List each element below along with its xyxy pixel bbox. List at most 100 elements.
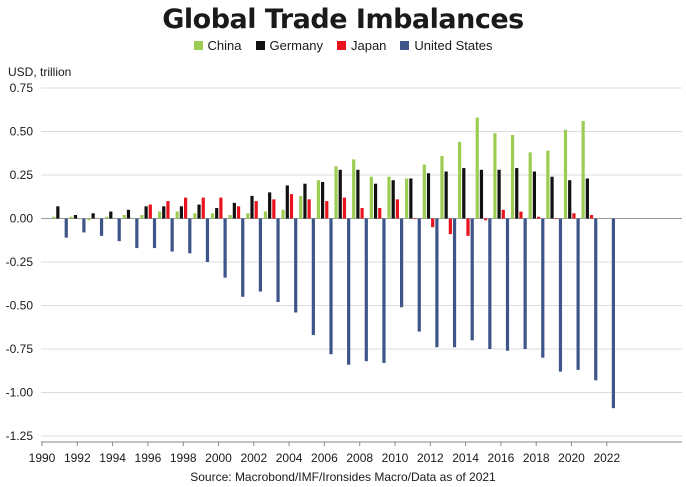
chart-title: Global Trade Imbalances [162, 4, 524, 35]
bar-japan-2016 [501, 209, 505, 219]
bar-japan-1996 [148, 204, 152, 219]
bar-japan-2004 [289, 194, 294, 219]
bar-japan-2010 [395, 199, 399, 219]
legend-label-germany: Germany [269, 38, 323, 53]
bar-united-states-2005 [311, 218, 315, 336]
x-tick-label: 1990 [29, 451, 56, 465]
bar-china-1998 [175, 211, 179, 219]
bar-germany-2000 [215, 208, 219, 219]
bar-united-states-2015 [488, 218, 492, 349]
bar-germany-1993 [91, 213, 95, 219]
bar-china-1994 [105, 216, 109, 219]
y-tick-label: 0.25 [10, 168, 34, 182]
x-tick-label: 1998 [170, 451, 197, 465]
legend-label-japan: Japan [350, 38, 387, 53]
bar-china-2007 [334, 166, 338, 219]
bar-germany-2020 [568, 180, 572, 219]
bar-united-states-1997 [170, 218, 174, 252]
bar-germany-2005 [303, 183, 307, 219]
x-tick-label: 2012 [417, 451, 444, 465]
bar-united-states-2017 [523, 218, 527, 349]
bar-china-1996 [140, 215, 144, 219]
bar-japan-2012 [431, 218, 435, 228]
legend-item-germany: Germany [255, 38, 323, 53]
bar-united-states-2013 [452, 218, 457, 348]
bar-china-2014 [458, 141, 462, 219]
x-tick-label: 2020 [558, 451, 585, 465]
bar-united-states-2010 [400, 218, 404, 308]
bar-united-states-2019 [558, 218, 563, 372]
bar-germany-1999 [197, 204, 201, 219]
bar-united-states-1999 [205, 218, 210, 262]
bar-japan-2021 [589, 215, 594, 219]
legend-swatch-china [193, 41, 203, 50]
bar-united-states-2006 [329, 218, 333, 355]
bar-germany-1998 [179, 206, 183, 219]
y-tick-label: -1.25 [6, 429, 34, 443]
bar-japan-2019 [554, 218, 558, 220]
legend-label-united-states: United States [414, 38, 493, 53]
legend-swatch-germany [255, 41, 265, 50]
bar-united-states-1991 [64, 218, 68, 238]
bar-germany-2007 [338, 169, 342, 219]
legend-item-china: China [193, 38, 242, 53]
legend-swatch-united-states [400, 41, 410, 50]
bar-germany-2014 [462, 168, 466, 219]
bar-united-states-2022 [611, 218, 615, 409]
bar-china-1993 [87, 218, 91, 221]
bar-united-states-1994 [117, 218, 121, 242]
x-tick-label: 2006 [311, 451, 338, 465]
bar-germany-2010 [391, 180, 395, 219]
y-tick-label: 0.50 [10, 125, 34, 139]
bar-japan-2000 [219, 197, 223, 219]
bar-germany-1991 [56, 206, 60, 219]
x-tick-label: 2000 [205, 451, 232, 465]
bar-united-states-2004 [294, 218, 298, 313]
bar-united-states-2016 [505, 218, 510, 351]
x-tick-label: 2018 [523, 451, 550, 465]
bar-japan-2018 [537, 216, 541, 219]
bar-united-states-2018 [541, 218, 545, 358]
bar-japan-2017 [519, 211, 523, 219]
bar-germany-2009 [373, 183, 378, 219]
bar-united-states-2003 [276, 218, 280, 303]
x-tick-label: 1994 [99, 451, 126, 465]
bar-china-2001 [228, 215, 232, 219]
bar-germany-2004 [285, 185, 289, 219]
bar-united-states-1996 [152, 218, 157, 249]
x-tick-label: 1996 [135, 451, 162, 465]
source-note: Source: Macrobond/IMF/Ironsides Macro/Da… [190, 470, 496, 484]
bar-china-1997 [157, 211, 162, 219]
bar-china-1992 [69, 216, 73, 219]
bar-japan-2020 [572, 213, 576, 219]
bar-china-2019 [546, 150, 550, 219]
bar-china-2018 [528, 152, 532, 219]
bar-china-2017 [510, 134, 515, 219]
bar-japan-1998 [184, 197, 188, 219]
bar-china-1995 [122, 215, 126, 219]
bar-china-2015 [475, 117, 479, 219]
bar-germany-1995 [126, 209, 131, 219]
y-tick-label: -0.75 [6, 342, 34, 356]
bar-germany-1994 [109, 211, 113, 219]
bar-china-2004 [281, 209, 285, 219]
bar-germany-2008 [356, 169, 360, 219]
bar-china-2005 [299, 195, 303, 219]
bar-china-1999 [193, 213, 197, 219]
bar-japan-2002 [254, 201, 258, 219]
y-tick-label: -0.25 [6, 255, 34, 269]
bar-united-states-1992 [82, 218, 86, 233]
bar-japan-2007 [342, 197, 347, 219]
bar-germany-1992 [73, 215, 78, 219]
bar-germany-2018 [532, 171, 536, 219]
x-tick-label: 1992 [64, 451, 91, 465]
bar-germany-1996 [144, 206, 148, 219]
y-tick-label: 0.75 [10, 81, 34, 95]
y-axis-label: USD, trillion [8, 65, 72, 79]
bar-china-2013 [440, 155, 444, 219]
x-tick-label: 2002 [240, 451, 267, 465]
bar-china-2003 [263, 211, 268, 219]
bar-china-2020 [563, 129, 568, 219]
bar-germany-2011 [409, 178, 413, 219]
